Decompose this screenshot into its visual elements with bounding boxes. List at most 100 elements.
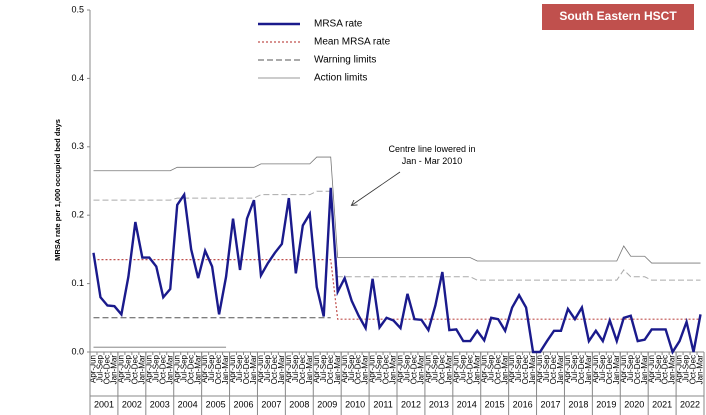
- x-tick-label: Jul-Sep: [179, 354, 188, 382]
- x-tick-label: Jul-Sep: [123, 354, 132, 382]
- series-line: [92, 187, 702, 355]
- badge-text: South Eastern HSCT: [559, 9, 677, 23]
- x-tick-label: Apr-Jun: [312, 355, 321, 383]
- x-tick-label: Oct-Dec: [242, 355, 251, 384]
- x-tick-label: Jan-Mar: [584, 355, 593, 385]
- x-tick-label: Jul-Sep: [207, 354, 216, 382]
- x-tick-label: Jul-Sep: [514, 354, 523, 382]
- year-label: 2012: [401, 399, 421, 409]
- x-tick-label: Jul-Sep: [682, 354, 691, 382]
- x-tick-label: Jan-Mar: [165, 355, 174, 385]
- x-tick-label: Apr-Jun: [89, 355, 98, 383]
- x-tick-label: Apr-Jun: [479, 355, 488, 383]
- x-tick-label: Apr-Jun: [647, 355, 656, 383]
- x-tick-label: Apr-Jun: [591, 355, 600, 383]
- year-label: 2002: [122, 399, 142, 409]
- x-tick-label: Oct-Dec: [661, 355, 670, 384]
- x-tick-label: Jul-Sep: [375, 354, 384, 382]
- x-tick-label: Jul-Sep: [598, 354, 607, 382]
- x-tick-label: Oct-Dec: [270, 355, 279, 384]
- x-tick-label: Jan-Mar: [612, 355, 621, 385]
- upper-limit-line: [93, 190, 701, 281]
- year-label: 2003: [150, 399, 170, 409]
- x-tick-label: Apr-Jun: [340, 355, 349, 383]
- x-tick-label: Apr-Jun: [200, 355, 209, 383]
- x-tick-label: Jan-Mar: [361, 355, 370, 385]
- year-label: 2022: [680, 399, 700, 409]
- x-tick-label: Oct-Dec: [493, 355, 502, 384]
- year-label: 2015: [485, 399, 505, 409]
- x-tick-label: Apr-Jun: [117, 355, 126, 383]
- x-tick-label: Apr-Jun: [535, 355, 544, 383]
- year-label: 2013: [429, 399, 449, 409]
- x-tick-label: Oct-Dec: [689, 355, 698, 384]
- x-tick-label: Apr-Jun: [256, 355, 265, 383]
- y-tick-label: 0.3: [71, 141, 84, 151]
- x-tick-label: Jan-Mar: [305, 355, 314, 385]
- x-tick-label: Oct-Dec: [382, 355, 391, 384]
- x-tick-label: Oct-Dec: [186, 355, 195, 384]
- x-tick-label: Jan-Mar: [389, 355, 398, 385]
- x-tick-label: Jul-Sep: [626, 354, 635, 382]
- x-tick-label: Apr-Jun: [284, 355, 293, 383]
- x-tick-label: Jul-Sep: [235, 354, 244, 382]
- x-tick-label: Jan-Mar: [640, 355, 649, 385]
- x-tick-label: Jul-Sep: [319, 354, 328, 382]
- year-label: 2018: [568, 399, 588, 409]
- x-tick-label: Jul-Sep: [542, 354, 551, 382]
- x-tick-label: Jul-Sep: [347, 354, 356, 382]
- x-tick-label: Oct-Dec: [549, 355, 558, 384]
- x-tick-label: Jan-Mar: [472, 355, 481, 385]
- x-tick-label: Jan-Mar: [528, 355, 537, 385]
- year-label: 2004: [178, 399, 198, 409]
- y-tick-label: 0.4: [71, 73, 84, 83]
- annotation-arrow: [352, 171, 401, 205]
- x-tick-label: Oct-Dec: [214, 355, 223, 384]
- x-tick-label: Apr-Jun: [368, 355, 377, 383]
- year-label: 2020: [624, 399, 644, 409]
- x-tick-label: Jan-Mar: [249, 355, 258, 385]
- upper-limit-line: [93, 156, 701, 264]
- year-label: 2021: [652, 399, 672, 409]
- annotation: Centre line lowered in Jan - Mar 2010: [388, 144, 475, 166]
- year-label: 2010: [345, 399, 365, 409]
- year-label: 2016: [513, 399, 533, 409]
- x-tick-label: Apr-Jun: [228, 355, 237, 383]
- x-tick-label: Jul-Sep: [430, 354, 439, 382]
- y-tick-label: 0.5: [71, 4, 84, 14]
- x-tick-label: Jan-Mar: [556, 355, 565, 385]
- x-tick-label: Jul-Sep: [486, 354, 495, 382]
- x-tick-label: Jul-Sep: [654, 354, 663, 382]
- year-label: 2001: [94, 399, 114, 409]
- x-tick-label: Oct-Dec: [521, 355, 530, 384]
- x-tick-label: Jan-Mar: [668, 355, 677, 385]
- x-tick-label: Jul-Sep: [263, 354, 272, 382]
- x-tick-label: Jan-Mar: [333, 355, 342, 385]
- year-label: 2005: [206, 399, 226, 409]
- x-tick-label: Jan-Mar: [110, 355, 119, 385]
- x-tick-label: Jul-Sep: [458, 354, 467, 382]
- x-tick-label: Jan-Mar: [221, 355, 230, 385]
- x-tick-label: Jan-Mar: [277, 355, 286, 385]
- x-tick-label: Jul-Sep: [570, 354, 579, 382]
- y-axis-label: MRSA rate per 1,000 occupied bed days: [53, 119, 62, 261]
- x-tick-label: Apr-Jun: [507, 355, 516, 383]
- x-tick-label: Jul-Sep: [96, 354, 105, 382]
- x-tick-label: Oct-Dec: [158, 355, 167, 384]
- x-tick-label: Oct-Dec: [410, 355, 419, 384]
- x-tick-label: Jan-Mar: [417, 355, 426, 385]
- x-tick-label: Oct-Dec: [437, 355, 446, 384]
- y-tick-label: 0.0: [71, 346, 84, 356]
- x-tick-label: Jul-Sep: [151, 354, 160, 382]
- year-label: 2008: [289, 399, 309, 409]
- x-tick-label: Apr-Jun: [424, 355, 433, 383]
- badge: [542, 4, 694, 30]
- y-tick-label: 0.2: [71, 210, 84, 220]
- year-label: 2019: [596, 399, 616, 409]
- x-tick-label: Oct-Dec: [103, 355, 112, 384]
- x-tick-label: Apr-Jun: [172, 355, 181, 383]
- x-tick-label: Apr-Jun: [563, 355, 572, 383]
- x-tick-label: Apr-Jun: [396, 355, 405, 383]
- x-tick-label: Apr-Jun: [451, 355, 460, 383]
